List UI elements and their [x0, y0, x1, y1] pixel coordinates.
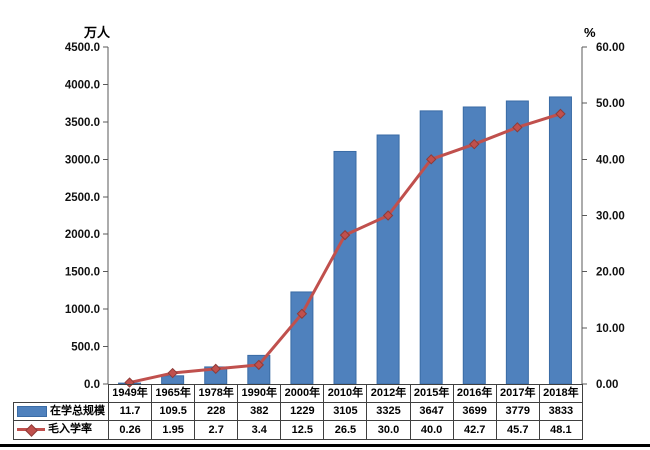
- line-marker: [512, 122, 523, 133]
- year-header-cell: 2017年: [495, 384, 540, 403]
- value-cell: 1.95: [151, 420, 196, 440]
- year-header-cell: 1949年: [107, 384, 153, 403]
- year-header-cell: 2016年: [452, 384, 497, 403]
- left-axis-tick-label: 1500.0: [65, 267, 100, 279]
- value-cell: 48.1: [538, 420, 584, 440]
- left-axis-unit-label: 万人: [84, 25, 111, 40]
- value-cell: 3325: [366, 401, 411, 422]
- line-marker: [339, 229, 351, 241]
- bottom-border-line: [0, 444, 650, 447]
- value-cell: 12.5: [280, 420, 325, 440]
- value-cell: 3105: [323, 401, 368, 422]
- right-axis-tick-label: 60.00: [596, 42, 625, 54]
- value-cell: 42.7: [452, 420, 497, 440]
- left-axis-tick-label: 3000.0: [65, 154, 100, 166]
- enrollment-bar: [333, 150, 357, 385]
- left-axis-tick-label: 1000.0: [65, 304, 100, 316]
- line-marker: [425, 154, 437, 165]
- left-axis-tick-label: 4500.0: [65, 42, 100, 54]
- enrollment-bar: [505, 100, 529, 385]
- left-axis-tick-label: 4000.0: [65, 79, 100, 91]
- left-axis-tick-label: 2000.0: [65, 229, 100, 241]
- left-axis-tick-label: 2500.0: [65, 192, 100, 204]
- value-cell: 3.4: [237, 420, 282, 440]
- chart-data-table: 1949年 1965年 1978年 1990年 2000年 2010年 2012年 2015年…: [13, 384, 584, 440]
- right-axis-tick-label: 20.00: [596, 267, 625, 279]
- value-cell: 40.0: [409, 420, 454, 440]
- value-cell: 382: [237, 401, 282, 422]
- enrollment-bar: [419, 110, 443, 385]
- enrollment-bar: [548, 96, 572, 385]
- year-header-cell: 1965年: [151, 384, 196, 403]
- right-axis-tick-label: 0.00: [596, 379, 618, 391]
- right-axis-tick-label: 40.00: [596, 154, 625, 166]
- line-marker: [555, 108, 566, 120]
- series-key-cell: 毛入学率: [13, 420, 109, 440]
- right-axis-tick-label: 50.00: [596, 98, 625, 110]
- series-name-label: 毛入学率: [48, 423, 92, 436]
- line-marker: [210, 363, 221, 375]
- right-axis-unit-label: %: [584, 25, 596, 40]
- enrollment-bar: [290, 291, 314, 385]
- value-cell: 11.7: [107, 401, 153, 422]
- enrollment-bar: [376, 134, 400, 385]
- year-header-cell: 2000年: [280, 384, 325, 403]
- year-header-cell: 1978年: [194, 384, 239, 403]
- year-header-cell: 1990年: [237, 384, 282, 403]
- right-axis-tick-label: 30.00: [596, 211, 625, 223]
- line-marker: [296, 308, 308, 319]
- right-axis-tick-label: 10.00: [596, 323, 625, 335]
- value-cell: 3699: [452, 401, 497, 422]
- line-marker: [469, 138, 480, 150]
- series-key-cell: 在学总规模: [13, 401, 109, 422]
- series-name-label: 在学总规模: [50, 405, 105, 417]
- line-marker: [253, 359, 265, 371]
- line-marker: [382, 210, 394, 221]
- bar-series-legend-icon: [17, 406, 47, 417]
- left-axis-tick-label: 500.0: [71, 342, 100, 354]
- value-cell: 26.5: [323, 420, 368, 440]
- value-cell: 3647: [409, 401, 454, 422]
- value-cell: 30.0: [366, 420, 411, 440]
- line-series-legend-icon: [17, 424, 45, 438]
- year-header-cell: 2012年: [366, 384, 411, 403]
- value-cell: 0.26: [107, 420, 153, 440]
- value-cell: 1229: [280, 401, 325, 422]
- value-cell: 45.7: [495, 420, 540, 440]
- left-axis-tick-label: 0.0: [84, 379, 100, 391]
- value-cell: 2.7: [194, 420, 239, 440]
- table-corner-blank: [14, 385, 109, 403]
- value-cell: 3833: [538, 401, 584, 422]
- left-axis-tick-label: 3500.0: [65, 117, 100, 129]
- value-cell: 3779: [495, 401, 540, 422]
- value-cell: 109.5: [151, 401, 196, 422]
- year-header-cell: 2015年: [409, 384, 454, 403]
- line-marker: [167, 367, 178, 379]
- year-header-cell: 2018年: [538, 384, 584, 403]
- year-header-cell: 2010年: [323, 384, 368, 403]
- value-cell: 228: [194, 401, 239, 422]
